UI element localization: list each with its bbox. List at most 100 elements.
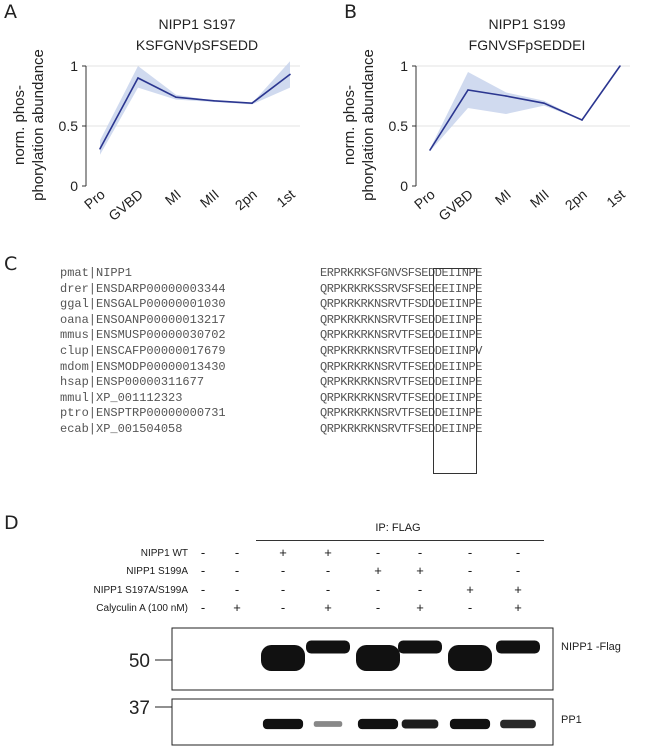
alignment-row: pmat|NIPP1 ERPRKRKSFGNVSFSEDDEIINPE [60,266,482,282]
y-axis-label: phorylation abundance [360,49,377,201]
x-tick-label: Pro [81,186,108,212]
condition-sign: + [374,563,382,578]
blot-band [496,640,540,654]
chart-title: NIPP1 S199 [488,16,565,32]
y-tick-label: 0.5 [389,118,409,134]
x-tick-label: 2pn [232,186,260,213]
confidence-band [430,66,620,152]
sequence-id: ggal|ENSGALP00000001030 [60,297,226,312]
condition-sign: - [417,582,423,597]
sequence: QRPKRKRKNSRVTFSEDDEIINPE [320,390,483,405]
alignment-row: clup|ENSCAFP00000017679 QRPKRKRKNSRVTFSED… [60,344,482,360]
blot-band [448,645,492,671]
sequence-id: hsap|ENSP00000311677 [60,375,205,390]
alignment-row: ecab|XP_001504058 QRPKRKRKNSRVTFSEDDEIINP… [60,422,482,438]
data-point [137,77,139,79]
x-tick-label: MI [162,186,184,208]
sequence-id: oana|ENSOANP00000013217 [60,312,226,327]
chart-nipp1-s199: NIPP1 S199 FGNVSFpSEDDEI 0 0.5 1 norm. phos-p… [341,16,630,224]
alignment-row: hsap|ENSP00000311677 QRPKRKRKNSRVTFSEDDEI… [60,375,482,391]
blot-band [401,719,439,729]
data-point [213,100,215,102]
data-point [289,73,291,76]
alignment-row: mdom|ENSMODP00000013430 QRPKRKRKNSRVTFSED… [60,360,482,376]
y-axis-label: norm. phos- [341,85,358,165]
condition-sign: - [200,582,206,597]
condition-sign: + [466,582,474,597]
condition-sign: - [200,563,206,578]
data-point [429,149,431,151]
chart-subtitle: FGNVSFpSEDDEI [469,37,586,53]
condition-sign: - [515,563,521,578]
chart-title: NIPP1 S197 [158,16,235,32]
data-point [581,119,583,121]
sequence-id: clup|ENSCAFP00000017679 [60,344,226,358]
data-point [175,96,177,98]
sequence: QRPKRKRKNSRVTFSEDDEIINPE [320,375,483,390]
data-point [467,89,469,91]
sequence: ERPRKRKSFGNVSFSEDDEIINPE [320,266,483,280]
data-point [543,102,545,104]
condition-sign: - [515,545,521,560]
condition-sign: - [375,582,381,597]
condition-sign: + [514,600,522,615]
sequence-id: pmat|NIPP1 [60,266,133,280]
blot-band [500,719,536,729]
condition-sign: - [280,582,286,597]
condition-sign: + [279,545,287,560]
sequence: QRPKRKRKNSRVTFSEDDEIINPE [320,422,483,436]
alignment-row: ptro|ENSPTRP00000000731 QRPKRKRKNSRVTFSED… [60,406,482,422]
x-tick-label: 1st [603,186,628,210]
sequence: QRPKRKRKNSRVTFSDDDEIINPE [320,297,483,312]
condition-sign: - [417,545,423,560]
chart-subtitle: KSFGNVpSFSEDD [136,37,258,53]
x-tick-label: 1st [273,186,298,210]
blot-band [313,721,343,727]
condition-sign: + [514,582,522,597]
y-tick-label: 1 [70,58,78,74]
y-tick-label: 0.5 [59,118,79,134]
y-tick-label: 0 [70,178,78,194]
condition-sign: - [375,545,381,560]
mw-marker-label: 37 [130,698,150,719]
y-tick-label: 0 [400,178,408,194]
sequence: QRPKRKRKNSRVTFSEDDEIINPE [320,312,483,327]
condition-sign: - [375,600,381,615]
condition-sign: - [467,545,473,560]
panel-label-d: D [4,512,19,534]
alignment-row: drer|ENSDARP00000003344 QRPKRKRKSSRVSFSED… [60,282,482,298]
x-tick-label: GVBD [435,186,476,224]
data-point [251,102,253,104]
series-line [429,65,621,151]
condition-sign: - [234,582,240,597]
condition-sign: + [324,600,332,615]
panel-label-b: B [344,1,358,23]
y-axis-label: phorylation abundance [30,49,47,201]
condition-sign: - [234,563,240,578]
blot-band [398,640,442,654]
blot-band [262,718,304,730]
sequence-id: mmul|XP_001112323 [60,390,183,405]
sequence-id: mdom|ENSMODP00000013430 [60,359,226,374]
sequence-id: drer|ENSDARP00000003344 [60,281,226,296]
panel-label-c: C [4,253,18,275]
blot-band [449,718,491,730]
condition-label: NIPP1 S199A [126,566,188,577]
data-point [99,148,101,150]
x-tick-label: MII [527,186,552,211]
data-point [505,95,507,97]
alignment-row: ggal|ENSGALP00000001030 QRPKRKRKNSRVTFSDD… [60,297,482,313]
condition-sign: - [234,545,240,560]
sequence: QRPKRKRKNSRVTFSEDDEIINPE [320,359,483,374]
condition-sign: - [467,600,473,615]
panel-label-a: A [4,1,17,23]
condition-sign: - [200,545,206,560]
condition-sign: - [467,563,473,578]
sequence-id: ptro|ENSPTRP00000000731 [60,406,226,421]
condition-label: NIPP1 S197A/S199A [93,585,188,596]
sequence: QRPKRKRKNSRVTFSEDDEIINPE [320,328,483,343]
sequence-id: ecab|XP_001504058 [60,422,183,436]
alignment-row: oana|ENSOANP00000013217 QRPKRKRKNSRVTFSED… [60,313,482,329]
y-tick-label: 1 [400,58,408,74]
blot-label: PP1 [561,714,582,726]
